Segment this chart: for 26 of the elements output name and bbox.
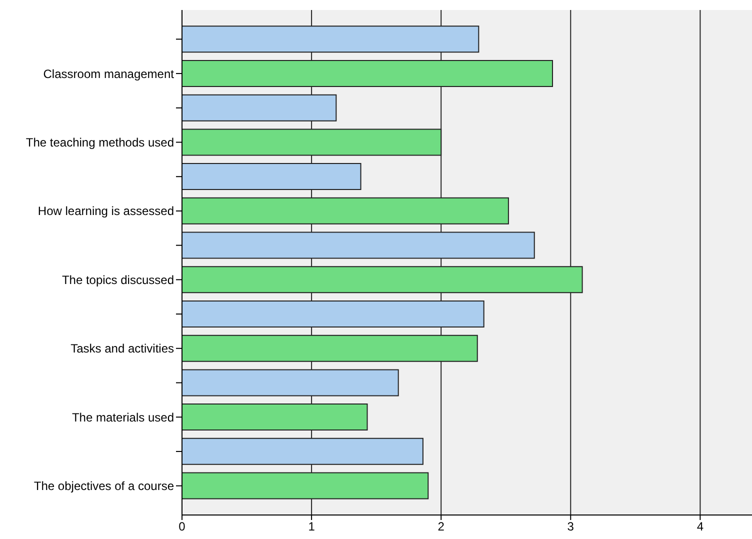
bar bbox=[182, 232, 535, 259]
x-tick-label: 4 bbox=[696, 520, 704, 534]
bar bbox=[182, 300, 484, 328]
bar bbox=[182, 438, 424, 465]
bar bbox=[182, 26, 480, 53]
y-tick-label: Classroom management bbox=[43, 66, 175, 81]
x-tick-label: 1 bbox=[308, 520, 316, 534]
x-tick-label: 2 bbox=[438, 520, 445, 534]
bar bbox=[182, 266, 583, 294]
y-tick-label: The topics discussed bbox=[62, 272, 174, 287]
y-tick-label: Tasks and activities bbox=[70, 342, 174, 356]
y-tick-label: The materials used bbox=[72, 410, 174, 424]
bar bbox=[182, 60, 553, 87]
y-tick-label: The teaching methods used bbox=[26, 136, 174, 150]
bar bbox=[182, 404, 368, 431]
bar bbox=[182, 128, 442, 156]
x-tick-label: 0 bbox=[178, 520, 186, 534]
y-tick-label: How learning is assessed bbox=[38, 204, 174, 218]
x-tick-label: 3 bbox=[567, 520, 574, 534]
bar bbox=[182, 369, 399, 396]
bar bbox=[182, 94, 337, 122]
bar bbox=[182, 197, 509, 224]
y-tick-label: The objectives of a course bbox=[34, 479, 174, 494]
bar bbox=[182, 334, 478, 362]
bar bbox=[182, 163, 362, 190]
bar bbox=[182, 472, 429, 500]
